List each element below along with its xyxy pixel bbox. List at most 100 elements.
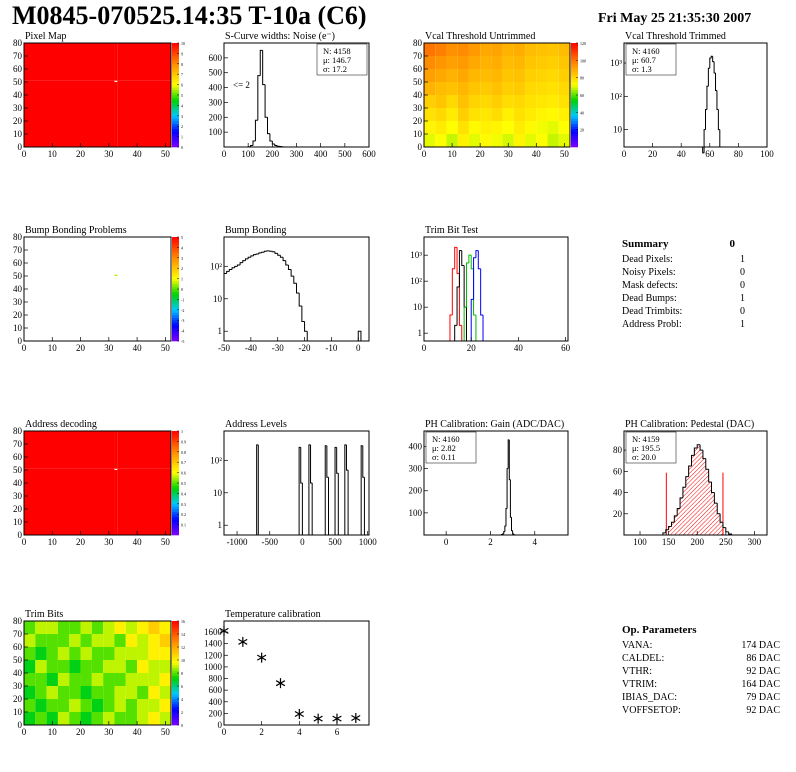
heatmap-cell: [491, 43, 503, 56]
colorbar-step: [172, 485, 179, 489]
y-tick-label: 10: [413, 129, 423, 139]
colorbar-step: [172, 652, 179, 656]
summary-label: Dead Bumps:: [622, 293, 677, 304]
y-tick-label: 60: [413, 64, 423, 74]
colorbar-step: [172, 644, 179, 648]
histogram-bin: [456, 247, 460, 274]
colorbar-step: [172, 680, 179, 684]
x-tick-label: 40: [677, 149, 687, 159]
heatmap-cell: [80, 634, 92, 647]
heatmap-cell: [69, 647, 81, 660]
colorbar-step: [172, 304, 179, 308]
heatmap-cell: [24, 634, 36, 647]
histogram-bin: [676, 507, 681, 516]
histogram-bin: [242, 260, 246, 263]
heatmap-cell: [137, 712, 149, 725]
heatmap-cell: [103, 660, 115, 673]
histogram-bin: [310, 444, 313, 484]
scatter-point: [313, 713, 323, 724]
colorbar-step: [172, 654, 179, 658]
y-tick-label: 20: [13, 310, 23, 320]
colorbar-step: [172, 255, 179, 259]
colorbar-step: [172, 128, 179, 132]
colorbar-step: [172, 102, 179, 106]
y-tick-label: 0: [418, 142, 423, 152]
colorbar-step: [172, 283, 179, 287]
panel-title: Address Levels: [225, 419, 287, 430]
heatmap-cell: [80, 686, 92, 699]
histogram-bin: [693, 447, 698, 456]
op-value: 79 DAC: [746, 692, 780, 703]
colorbar-step: [571, 102, 578, 106]
scatter-point: [257, 652, 267, 663]
histogram-bin: [722, 522, 726, 529]
heatmap-cell: [424, 82, 436, 95]
heatmap-cell: [24, 673, 36, 686]
plot-frame: [223, 620, 370, 726]
bin-fill: [711, 492, 715, 535]
heatmap-cell: [547, 108, 559, 121]
colorbar-label: 6: [181, 83, 183, 88]
colorbar-step: [571, 115, 578, 119]
colorbar-label: 0.9: [181, 439, 186, 444]
colorbar-step: [172, 296, 179, 300]
histogram-bin: [682, 486, 686, 498]
heatmap-cell: [125, 686, 138, 699]
heatmap-cell: [69, 621, 81, 634]
histogram-bin: [344, 444, 347, 535]
histogram-bin: [324, 445, 327, 535]
heatmap-cell: [91, 686, 104, 699]
histogram-bin: [717, 109, 720, 131]
histogram-bin: [298, 293, 302, 307]
y-tick-label: 800: [209, 674, 223, 684]
heatmap-cell: [502, 108, 514, 121]
histogram-bin: [277, 253, 281, 256]
colorbar-step: [172, 257, 179, 261]
heatmap-cell: [91, 634, 104, 647]
heatmap-cell: [91, 621, 104, 634]
colorbar-step: [172, 328, 179, 331]
bin-fill: [682, 487, 686, 535]
bin-fill: [714, 503, 718, 535]
heatmap-cell: [24, 712, 36, 725]
x-tick-label: 20: [476, 149, 486, 159]
heatmap-cell: [502, 82, 514, 95]
y-tick-label: 50: [13, 465, 23, 475]
panel-title: Address decoding: [25, 419, 97, 430]
colorbar-step: [172, 139, 179, 143]
x-tick-label: 30: [104, 149, 114, 159]
x-tick-label: 40: [514, 343, 524, 353]
colorbar-step: [571, 134, 578, 137]
heatmap-cell: [446, 82, 458, 95]
y-tick-label: 1: [218, 326, 223, 336]
histogram-bin: [236, 264, 241, 267]
y-tick-label: 80: [413, 38, 423, 48]
heatmap-cell: [525, 43, 537, 56]
histogram-bin: [262, 50, 266, 86]
colorbar-step: [172, 50, 179, 54]
colorbar-step: [172, 675, 179, 679]
y-tick-label: 200: [409, 486, 423, 496]
y-tick-label: 400: [209, 83, 223, 93]
heatmap-cell: [547, 43, 559, 56]
histogram-bin: [470, 255, 474, 270]
heatmap-cell: [117, 80, 171, 82]
heatmap-cell: [114, 431, 118, 469]
colorbar-step: [172, 493, 179, 497]
y-tick-label: 30: [13, 103, 23, 113]
colorbar-step: [172, 717, 179, 721]
panel-title: S-Curve widths: Noise (e⁻): [225, 31, 335, 42]
histogram-bin: [228, 268, 233, 272]
histogram-bin: [247, 256, 251, 259]
panel-title: Vcal Threshold Untrimmed: [425, 31, 535, 42]
heatmap-cell: [446, 95, 458, 108]
heatmap-cell: [114, 621, 126, 634]
colorbar-step: [571, 43, 578, 46]
heatmap-cell: [117, 82, 171, 147]
heatmap-cell: [513, 43, 526, 56]
summary-label: Dead Pixels:: [622, 254, 673, 265]
op-value: 92 DAC: [746, 705, 780, 716]
colorbar-step: [172, 514, 179, 518]
colorbar-step: [172, 307, 179, 311]
summary-value: 0: [740, 306, 745, 317]
